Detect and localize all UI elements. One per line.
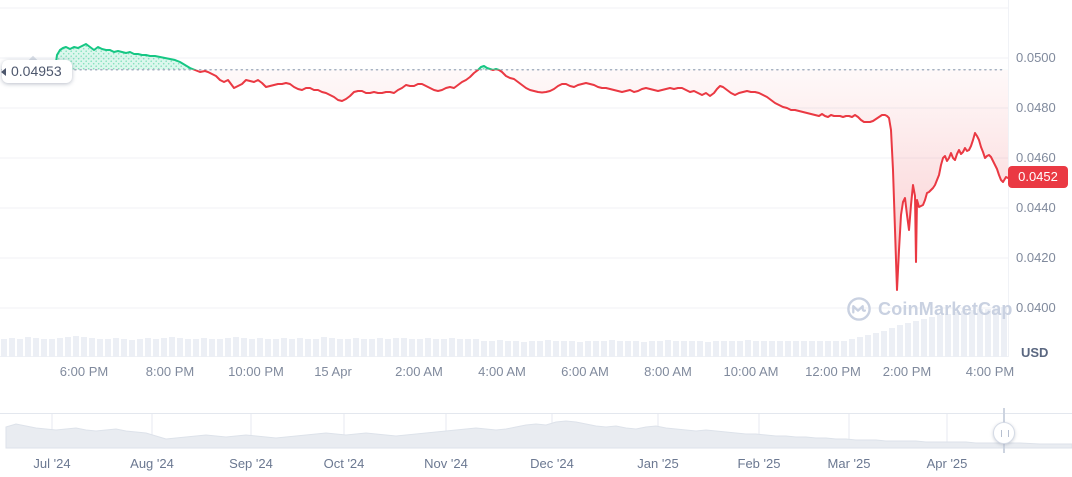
open-price-value: 0.04953 [11,63,62,79]
y-axis-tick-label: 0.0420 [1016,250,1056,265]
x-axis-tick-label: 15 Apr [314,364,352,379]
range-navigator[interactable] [0,404,1072,464]
y-axis-tick-label: 0.0460 [1016,150,1056,165]
x-axis-tick-label: 8:00 AM [644,364,692,379]
navigator-month-label: Jul '24 [33,456,71,471]
x-axis-tick-label: 4:00 PM [965,364,1015,379]
watermark-text: CoinMarketCap [878,298,1013,319]
x-axis-tick-label: 12:00 PM [805,364,861,379]
navigator-month-label: Dec '24 [530,456,574,471]
x-axis-tick-label: 8:00 PM [145,364,195,379]
x-axis-tick-label: 6:00 AM [561,364,609,379]
navigator-month-label: Oct '24 [323,456,365,471]
x-axis-tick-label: 10:00 AM [723,364,779,379]
grip-icon [1001,430,1009,437]
x-axis-tick-label: 2:00 AM [395,364,443,379]
open-price-label: 0.04953 [1,60,72,83]
navigator-month-label: Jan '25 [637,456,679,471]
navigator-month-label: Aug '24 [130,456,174,471]
left-arrow-icon [1,68,6,76]
y-axis-tick-label: 0.0480 [1016,100,1056,115]
y-axis-tick-label: 0.0500 [1016,50,1056,65]
navigator-month-label: Sep '24 [229,456,273,471]
y-axis-tick-label: 0.0400 [1016,300,1056,315]
x-axis-tick-label: 4:00 AM [478,364,526,379]
coinmarketcap-watermark: CoinMarketCap [846,296,1013,322]
x-axis-tick-label: 10:00 PM [228,364,284,379]
y-axis-tick-label: 0.0440 [1016,200,1056,215]
navigator-month-label: Feb '25 [737,456,781,471]
coinmarketcap-logo-icon [847,297,871,321]
navigator-month-label: Nov '24 [424,456,468,471]
x-axis-tick-label: 6:00 PM [59,364,109,379]
navigator-handle[interactable] [993,422,1015,444]
x-axis-tick-label: 2:00 PM [882,364,932,379]
navigator-month-label: Mar '25 [827,456,871,471]
price-line-chart[interactable] [0,0,1072,357]
current-price-badge: 0.0452 [1008,166,1068,188]
currency-label: USD [1021,345,1049,360]
navigator-month-label: Apr '25 [926,456,968,471]
